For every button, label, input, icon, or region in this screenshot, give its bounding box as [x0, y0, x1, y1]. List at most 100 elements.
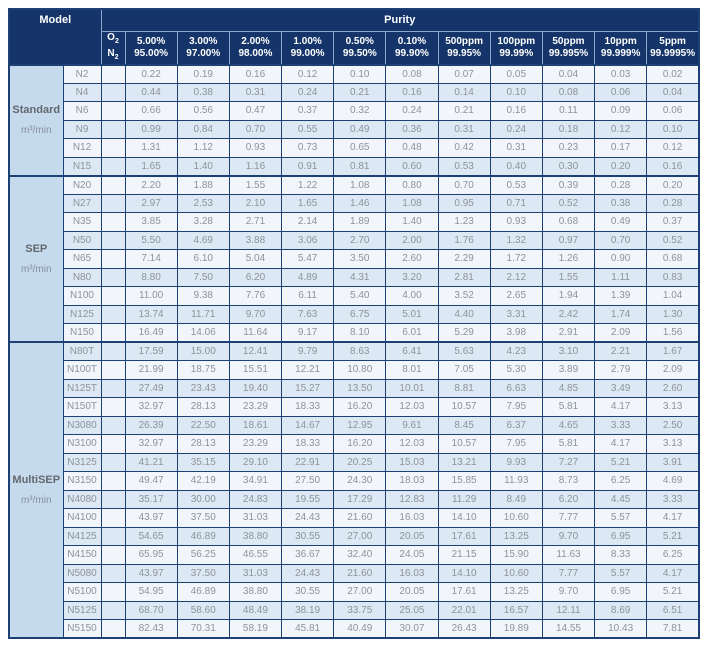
flow-value-cell: 3.91 [646, 452, 700, 472]
flow-value-cell: 0.10 [489, 82, 543, 102]
flow-value-cell: 5.21 [594, 452, 648, 472]
flow-value-cell: 9.17 [281, 323, 335, 343]
flow-value-cell: 38.80 [228, 582, 283, 602]
section-group-cell: SEP m³/min [8, 174, 64, 343]
flow-value-cell: 13.74 [124, 304, 178, 324]
flow-value-cell: 0.37 [646, 212, 700, 232]
flow-value-cell: 32.97 [124, 434, 178, 454]
flow-value-cell: 19.40 [228, 378, 283, 398]
flow-value-cell: 0.04 [541, 63, 596, 84]
flow-value-cell: 2.10 [228, 193, 283, 213]
flow-value-cell: 9.61 [385, 415, 439, 435]
table-row: N4 0.44 0.38 0.31 0.24 0.21 0.16 0.14 0.10 0.08 0.… [9, 82, 700, 102]
flow-value-cell: 23.43 [176, 378, 230, 398]
flow-value-cell: 15.03 [385, 452, 439, 472]
purity-column-header: 5.00% 95.00% [124, 30, 178, 66]
gas-spacer-cell [100, 82, 126, 102]
section-group-cell: MultiSEP m³/min [8, 341, 64, 639]
flow-value-cell: 0.28 [594, 174, 648, 195]
flow-value-cell: 3.33 [594, 415, 648, 435]
o2-purity-label: 0.50% [345, 35, 374, 47]
flow-value-cell: 10.57 [437, 397, 491, 417]
model-name-cell: N100T [62, 360, 102, 380]
flow-value-cell: 0.80 [385, 174, 439, 195]
flow-value-cell: 43.97 [124, 563, 178, 583]
purity-column-header: 3.00% 97.00% [176, 30, 230, 66]
gas-spacer-cell [100, 138, 126, 158]
flow-value-cell: 7.81 [646, 619, 700, 639]
purity-column-header: 500ppm 99.95% [437, 30, 491, 66]
flow-value-cell: 26.43 [437, 619, 491, 639]
flow-value-cell: 3.89 [541, 360, 596, 380]
flow-value-cell: 2.60 [646, 378, 700, 398]
flow-value-cell: 3.28 [176, 212, 230, 232]
model-name-cell: N3100 [62, 434, 102, 454]
flow-value-cell: 1.08 [385, 193, 439, 213]
purity-group-header: Purity [100, 8, 700, 32]
flow-value-cell: 6.95 [594, 582, 648, 602]
flow-value-cell: 0.83 [646, 267, 700, 287]
flow-value-cell: 35.15 [176, 452, 230, 472]
flow-value-cell: 12.41 [228, 341, 283, 361]
flow-value-cell: 5.63 [437, 341, 491, 361]
flow-value-cell: 0.20 [646, 174, 700, 195]
model-name-cell: N4080 [62, 489, 102, 509]
flow-value-cell: 13.25 [489, 526, 543, 546]
nitrogen-symbol: N2 [107, 47, 119, 61]
model-name-cell: N50 [62, 230, 102, 250]
flow-value-cell: 0.23 [541, 138, 596, 158]
flow-value-cell: 2.29 [437, 249, 491, 269]
flow-value-cell: 11.71 [176, 304, 230, 324]
model-name-cell: N5150 [62, 619, 102, 639]
flow-value-cell: 0.73 [281, 138, 335, 158]
flow-value-cell: 24.43 [281, 563, 335, 583]
flow-value-cell: 6.20 [228, 267, 283, 287]
table-row: Standard m³/min N2 0.22 0.19 0.16 0.12 0.10 0.08… [8, 63, 700, 176]
flow-value-cell: 20.25 [333, 452, 387, 472]
flow-value-cell: 1.76 [437, 230, 491, 250]
flow-value-cell: 1.72 [489, 249, 543, 269]
flow-value-cell: 1.23 [437, 212, 491, 232]
flow-value-cell: 16.49 [124, 323, 178, 343]
model-name-cell: N4125 [62, 526, 102, 546]
flow-value-cell: 28.13 [176, 434, 230, 454]
flow-value-cell: 0.70 [437, 174, 491, 195]
flow-value-cell: 22.01 [437, 600, 491, 620]
purity-flow-table: Model Purity O2 N2 5.00% 95.00% 3.00% 97.00… [8, 8, 700, 639]
flow-value-cell: 0.70 [594, 230, 648, 250]
flow-value-cell: 5.50 [124, 230, 178, 250]
table-row: N80 8.80 7.50 6.20 4.89 4.31 3.20 2.81 2.12 1.55 1… [9, 267, 700, 287]
flow-value-cell: 36.67 [281, 545, 335, 565]
flow-value-cell: 6.10 [176, 249, 230, 269]
flow-value-cell: 68.70 [124, 600, 178, 620]
model-header-label: Model [39, 14, 72, 26]
flow-value-cell: 15.27 [281, 378, 335, 398]
table-row: N50 5.50 4.69 3.88 3.06 2.70 2.00 1.76 1.32 0.97 0… [9, 230, 700, 250]
flow-value-cell: 18.61 [228, 415, 283, 435]
flow-value-cell: 37.50 [176, 563, 230, 583]
flow-value-cell: 29.10 [228, 452, 283, 472]
flow-value-cell: 33.75 [333, 600, 387, 620]
table-row: N4150 65.95 56.25 46.55 36.67 32.40 24.05 21.15… [9, 545, 700, 565]
flow-value-cell: 3.13 [646, 397, 700, 417]
flow-value-cell: 5.21 [646, 526, 700, 546]
flow-value-cell: 18.75 [176, 360, 230, 380]
flow-value-cell: 27.49 [124, 378, 178, 398]
flow-value-cell: 7.76 [228, 286, 283, 306]
gas-spacer-cell [100, 397, 126, 417]
flow-value-cell: 6.25 [594, 471, 648, 491]
flow-value-cell: 0.02 [646, 63, 700, 84]
flow-value-cell: 14.10 [437, 563, 491, 583]
model-name-cell: N5125 [62, 600, 102, 620]
flow-value-cell: 0.90 [594, 249, 648, 269]
flow-value-cell: 0.09 [594, 101, 648, 121]
flow-value-cell: 31.03 [228, 563, 283, 583]
gas-spacer-cell [100, 415, 126, 435]
flow-value-cell: 0.93 [489, 212, 543, 232]
flow-value-cell: 1.65 [124, 156, 178, 176]
flow-value-cell: 70.31 [176, 619, 230, 639]
flow-value-cell: 13.21 [437, 452, 491, 472]
table-row: N3080 26.39 22.50 18.61 14.67 12.95 9.61 8.45 6.… [9, 415, 700, 435]
flow-value-cell: 0.30 [541, 156, 596, 176]
flow-value-cell: 11.93 [489, 471, 543, 491]
